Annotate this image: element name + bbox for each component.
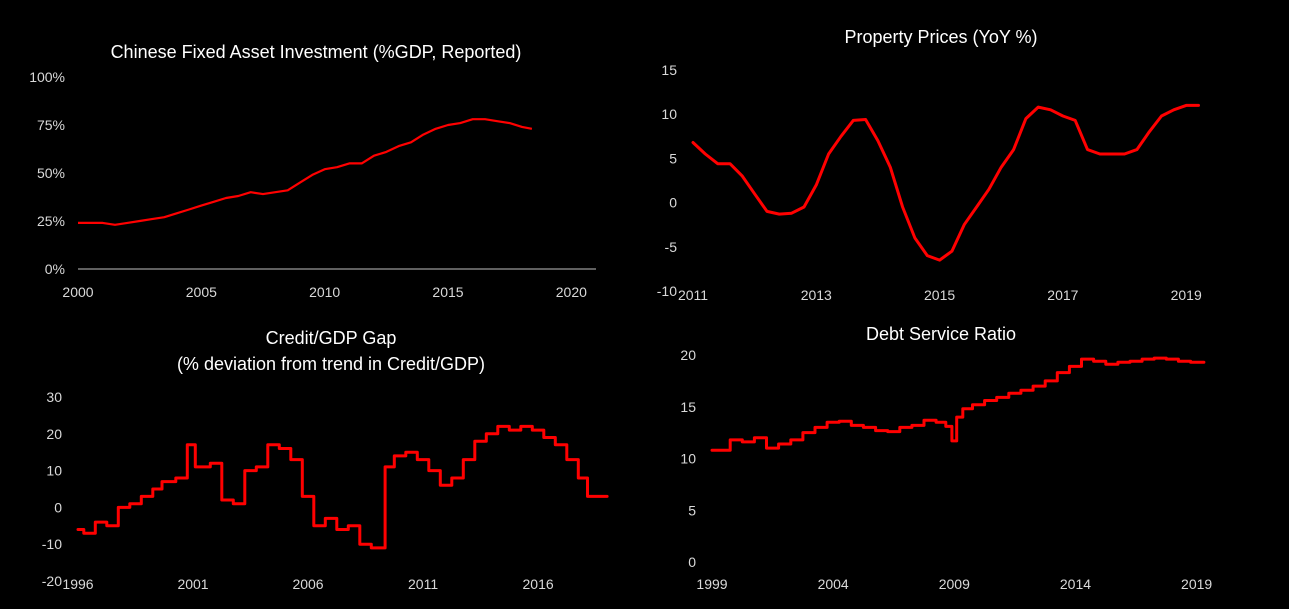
creditgap-y-tick-label: 30 xyxy=(46,389,62,405)
creditgap-x-tick-label: 1996 xyxy=(62,576,93,592)
fai-x-tick-label: 2005 xyxy=(186,284,217,300)
fai-series-line xyxy=(78,118,533,226)
creditgap-y-tick-label: -20 xyxy=(42,573,62,589)
fai-chart: Chinese Fixed Asset Investment (%GDP, Re… xyxy=(29,42,596,300)
creditgap-y-tick-label: 20 xyxy=(46,426,62,442)
dsr-x-tick-label: 2009 xyxy=(939,576,970,592)
property-x-tick-label: 2011 xyxy=(678,287,708,303)
dsr-y-tick-label: 15 xyxy=(680,399,696,415)
creditgap-x-tick-label: 2006 xyxy=(292,576,323,592)
dsr-series-line xyxy=(710,356,1206,452)
property-x-tick-label: 2019 xyxy=(1171,287,1202,303)
fai-y-tick-label: 25% xyxy=(37,213,65,229)
property-y-tick-label: 10 xyxy=(661,106,677,122)
property-chart: Property Prices (YoY %) -10 -5 0 5 10 15 2011… xyxy=(657,27,1202,303)
fai-x-tick-label: 2020 xyxy=(556,284,587,300)
fai-x-tick-label: 2010 xyxy=(309,284,340,300)
property-y-tick-label: -5 xyxy=(665,239,678,255)
dsr-x-tick-label: 2019 xyxy=(1181,576,1212,592)
property-x-tick-label: 2017 xyxy=(1047,287,1078,303)
property-y-tick-label: 5 xyxy=(669,150,677,166)
fai-chart-title: Chinese Fixed Asset Investment (%GDP, Re… xyxy=(111,42,522,62)
credit-gap-chart-subtitle: (% deviation from trend in Credit/GDP) xyxy=(177,354,485,374)
creditgap-x-tick-label: 2011 xyxy=(408,576,438,592)
property-x-tick-label: 2013 xyxy=(801,287,832,303)
fai-y-tick-label: 50% xyxy=(37,165,65,181)
dsr-x-tick-label: 1999 xyxy=(696,576,727,592)
property-y-tick-label: 0 xyxy=(669,195,677,211)
creditgap-x-tick-label: 2016 xyxy=(523,576,554,592)
dsr-chart: Debt Service Ratio 0 5 10 15 20 1999 2004 2009… xyxy=(680,324,1212,592)
dsr-y-tick-label: 0 xyxy=(688,554,696,570)
dsr-x-tick-label: 2014 xyxy=(1060,576,1091,592)
credit-gap-series-line xyxy=(76,424,609,550)
credit-gap-chart: Credit/GDP Gap (% deviation from trend i… xyxy=(42,328,609,592)
fai-x-tick-label: 2015 xyxy=(432,284,463,300)
dsr-x-tick-label: 2004 xyxy=(818,576,849,592)
creditgap-y-tick-label: 0 xyxy=(54,499,62,515)
dsr-chart-title: Debt Service Ratio xyxy=(866,324,1016,344)
fai-y-tick-label: 75% xyxy=(37,117,65,133)
fai-y-tick-label: 100% xyxy=(29,69,65,85)
creditgap-x-tick-label: 2001 xyxy=(177,576,208,592)
dsr-y-tick-label: 10 xyxy=(680,451,696,467)
credit-gap-chart-title: Credit/GDP Gap xyxy=(266,328,397,348)
property-x-tick-label: 2015 xyxy=(924,287,955,303)
dsr-y-tick-label: 5 xyxy=(688,502,696,518)
fai-y-tick-label: 0% xyxy=(45,261,65,277)
dsr-y-tick-label: 20 xyxy=(680,347,696,363)
fai-x-tick-label: 2000 xyxy=(62,284,93,300)
property-y-tick-label: -10 xyxy=(657,283,677,299)
property-y-tick-label: 15 xyxy=(661,62,677,78)
creditgap-y-tick-label: 10 xyxy=(46,463,62,479)
property-chart-title: Property Prices (YoY %) xyxy=(844,27,1037,47)
property-series-line xyxy=(691,103,1200,262)
creditgap-y-tick-label: -10 xyxy=(42,536,62,552)
